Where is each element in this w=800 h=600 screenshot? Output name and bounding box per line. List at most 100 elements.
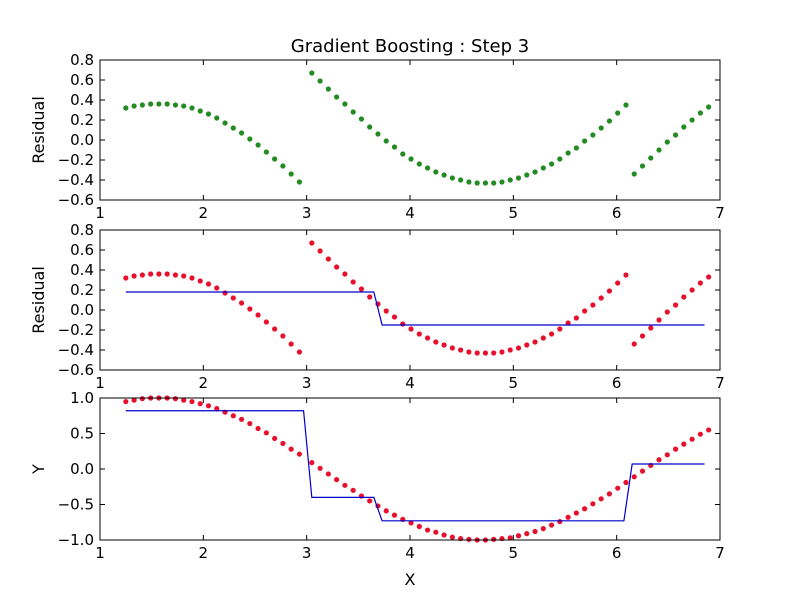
data-point	[131, 397, 137, 403]
data-point	[631, 171, 637, 177]
data-point	[325, 256, 331, 262]
y-tick-label: 0.6	[70, 241, 94, 259]
data-point	[238, 130, 245, 136]
data-point	[164, 271, 170, 277]
x-tick-label: 3	[302, 544, 312, 562]
data-point	[317, 78, 323, 84]
data-point	[131, 103, 137, 109]
y-axis-label: Y	[29, 464, 48, 475]
data-point	[689, 287, 695, 293]
data-point	[296, 179, 303, 185]
prediction-panel: 1 2 3 4 5 6 7 −1.0 −0.5 0.0 0.5 1.0 Y	[29, 389, 725, 562]
data-point	[172, 396, 179, 402]
data-point	[325, 471, 331, 477]
model-fit-line	[125, 410, 705, 522]
y-tick-label: −0.6	[58, 361, 94, 379]
data-point	[214, 115, 220, 121]
data-point	[623, 479, 629, 486]
data-point	[474, 180, 480, 186]
data-point	[230, 125, 236, 131]
data-point	[288, 341, 294, 347]
data-point	[367, 498, 373, 504]
y-tick-label: 0.8	[70, 221, 94, 239]
data-point	[540, 335, 546, 341]
data-point	[706, 427, 712, 433]
x-tick-label: 2	[199, 374, 209, 392]
y-tick-label: −0.4	[58, 171, 94, 189]
x-tick-label: 5	[509, 544, 519, 562]
x-tick-label: 6	[612, 544, 622, 562]
data-point	[672, 302, 679, 308]
y-tick-label: −0.2	[58, 151, 94, 169]
x-tick-label: 5	[509, 204, 519, 222]
data-point	[681, 294, 687, 300]
data-point	[391, 512, 398, 518]
data-point	[515, 345, 522, 351]
data-point	[524, 172, 530, 178]
data-point	[288, 446, 294, 452]
data-point	[358, 116, 365, 122]
data-point	[139, 102, 145, 108]
data-point	[342, 101, 348, 107]
data-point	[383, 308, 389, 314]
data-point	[606, 288, 613, 294]
data-point	[424, 165, 431, 171]
data-point	[573, 315, 579, 321]
data-point	[375, 131, 381, 137]
data-point	[433, 529, 439, 535]
data-point	[524, 531, 530, 537]
data-point	[540, 526, 546, 532]
data-point	[400, 151, 406, 157]
data-point	[672, 446, 679, 452]
data-point	[697, 431, 703, 437]
data-point	[565, 320, 571, 326]
data-point	[181, 397, 187, 403]
data-point	[590, 302, 596, 308]
data-point	[466, 349, 472, 355]
data-point	[433, 339, 439, 345]
data-point	[598, 295, 604, 301]
data-point	[590, 501, 596, 507]
x-tick-label: 3	[302, 204, 312, 222]
data-point	[631, 341, 637, 347]
data-point	[408, 326, 414, 332]
data-point	[123, 275, 129, 281]
data-point	[309, 460, 315, 466]
data-point	[424, 335, 431, 341]
data-point	[672, 132, 679, 138]
x-tick-label: 1	[95, 204, 105, 222]
data-point	[309, 70, 315, 76]
data-point	[156, 101, 162, 107]
data-point	[697, 110, 703, 116]
y-tick-label: −0.5	[58, 496, 94, 514]
data-point	[205, 281, 212, 287]
data-point	[639, 468, 646, 474]
data-point	[598, 496, 604, 502]
data-point	[507, 177, 513, 183]
data-point	[664, 309, 670, 315]
data-point	[416, 523, 422, 530]
data-point	[280, 163, 286, 169]
data-point	[573, 510, 579, 516]
panels: 1 2 3 4 5 6 7 −0.6 −0.4 −0.2 0.0 0.2 0.4 0.6 0.8 Residu…	[29, 51, 725, 562]
data-point	[222, 120, 228, 126]
data-point	[458, 177, 464, 183]
data-point	[296, 451, 303, 457]
data-point	[615, 485, 621, 491]
data-point	[272, 435, 278, 442]
data-point	[350, 109, 356, 115]
data-point	[181, 273, 187, 279]
x-axis-label: X	[405, 570, 416, 589]
data-point	[288, 171, 294, 177]
data-point	[631, 474, 637, 480]
data-point	[681, 124, 687, 130]
data-point	[197, 401, 203, 407]
data-point	[474, 350, 480, 356]
data-point	[383, 138, 389, 144]
y-tick-label: 0.2	[70, 111, 94, 129]
data-point	[367, 294, 373, 300]
data-point	[681, 441, 687, 447]
data-point	[466, 179, 472, 185]
data-point	[164, 101, 170, 107]
